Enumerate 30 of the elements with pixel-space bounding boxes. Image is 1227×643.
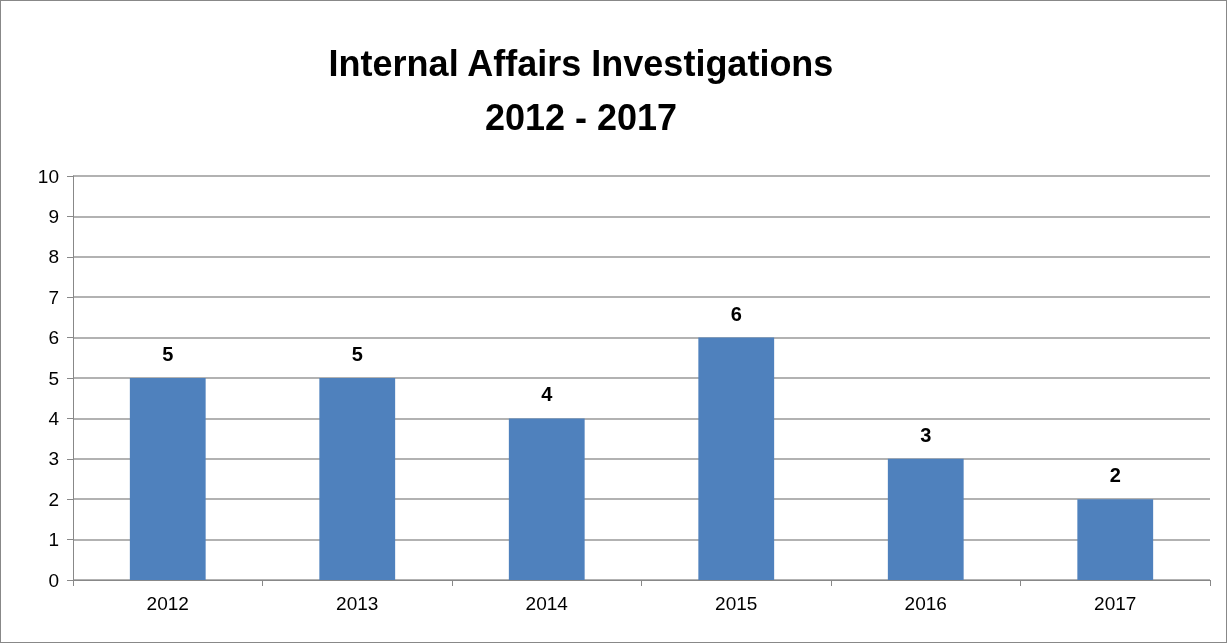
bar: [129, 378, 206, 580]
bar: [887, 458, 964, 580]
y-tick-label: 1: [48, 529, 59, 551]
bar: [1077, 499, 1154, 580]
y-tick-label: 4: [48, 407, 60, 429]
x-tick-label: 2016: [904, 593, 947, 614]
y-tick-label: 0: [48, 569, 59, 591]
y-tick-label: 7: [48, 286, 59, 308]
y-tick-label: 5: [48, 367, 59, 389]
bar: [508, 418, 585, 580]
data-label: 5: [351, 343, 363, 365]
chart-title: Internal Affairs Investigations 2012 - 2017: [328, 42, 834, 138]
data-label: 3: [920, 423, 932, 446]
y-tick-label: 6: [48, 327, 59, 349]
data-label: 6: [730, 302, 742, 325]
y-tick-label: 10: [37, 165, 59, 187]
data-label: 2: [1109, 464, 1121, 487]
bar: [698, 337, 775, 580]
x-tick-label: 2013: [336, 593, 379, 614]
data-label: 5: [162, 343, 174, 365]
data-label: 4: [541, 383, 554, 406]
x-tick-label: 2012: [146, 593, 189, 614]
x-tick-label: 2017: [1094, 593, 1137, 614]
bar: [319, 378, 396, 580]
y-tick-label: 3: [48, 448, 59, 470]
y-tick-label: 8: [48, 246, 59, 268]
x-tick-label: 2015: [715, 593, 758, 614]
y-tick-label: 2: [48, 488, 59, 510]
x-tick-label: 2014: [525, 593, 569, 614]
y-tick-label: 9: [48, 205, 59, 227]
